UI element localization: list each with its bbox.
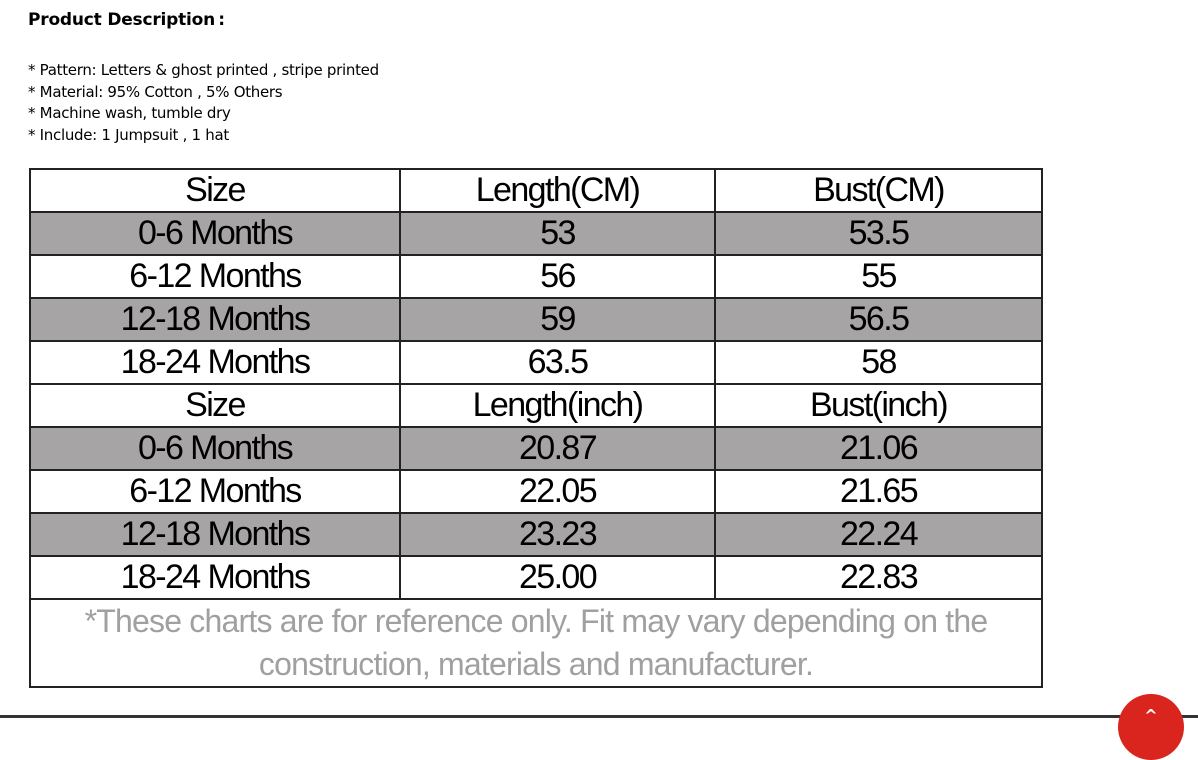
- table-note-row: *These charts are for reference only. Fi…: [29, 598, 1043, 688]
- description-bullet-material: Material: 95% Cotton , 5% Others: [28, 82, 379, 104]
- size-cell: 6-12 Months: [29, 254, 401, 299]
- table-row: 12-18 Months 59 56.5: [29, 297, 1043, 342]
- table-row: 6-12 Months 22.05 21.65: [29, 469, 1043, 514]
- size-cell: 18-24 Months: [29, 555, 401, 600]
- header-cell: Size: [29, 383, 401, 428]
- table-row: 18-24 Months 25.00 22.83: [29, 555, 1043, 600]
- reference-note: *These charts are for reference only. Fi…: [29, 598, 1043, 688]
- table-header-row-inch: Size Length(inch) Bust(inch): [29, 383, 1043, 428]
- length-cell: 25.00: [399, 555, 716, 600]
- table-row: 12-18 Months 23.23 22.24: [29, 512, 1043, 557]
- size-cell: 18-24 Months: [29, 340, 401, 385]
- size-cell: 0-6 Months: [29, 211, 401, 256]
- length-cell: 56: [399, 254, 716, 299]
- bust-cell: 21.06: [714, 426, 1043, 471]
- bust-cell: 58: [714, 340, 1043, 385]
- bust-cell: 55: [714, 254, 1043, 299]
- header-cell: Size: [29, 168, 401, 213]
- table-header-row-cm: Size Length(CM) Bust(CM): [29, 168, 1043, 213]
- size-chart-table: Size Length(CM) Bust(CM) 0-6 Months 53 5…: [29, 168, 1043, 688]
- header-cell: Length(inch): [399, 383, 716, 428]
- length-cell: 63.5: [399, 340, 716, 385]
- size-cell: 12-18 Months: [29, 512, 401, 557]
- size-cell: 12-18 Months: [29, 297, 401, 342]
- table-row: 0-6 Months 20.87 21.06: [29, 426, 1043, 471]
- size-cell: 0-6 Months: [29, 426, 401, 471]
- length-cell: 53: [399, 211, 716, 256]
- table-row: 18-24 Months 63.5 58: [29, 340, 1043, 385]
- chevron-up-icon: ^: [1144, 706, 1158, 725]
- product-description-title: Product Description :: [28, 10, 225, 30]
- description-bullet-care: Machine wash, tumble dry: [28, 103, 379, 125]
- length-cell: 20.87: [399, 426, 716, 471]
- header-cell: Length(CM): [399, 168, 716, 213]
- bust-cell: 22.24: [714, 512, 1043, 557]
- header-cell: Bust(CM): [714, 168, 1043, 213]
- bust-cell: 56.5: [714, 297, 1043, 342]
- bust-cell: 21.65: [714, 469, 1043, 514]
- table-row: 6-12 Months 56 55: [29, 254, 1043, 299]
- header-cell: Bust(inch): [714, 383, 1043, 428]
- bottom-divider: [0, 715, 1198, 718]
- size-cell: 6-12 Months: [29, 469, 401, 514]
- length-cell: 59: [399, 297, 716, 342]
- table-row: 0-6 Months 53 53.5: [29, 211, 1043, 256]
- scroll-to-top-button[interactable]: ^: [1118, 694, 1184, 760]
- length-cell: 22.05: [399, 469, 716, 514]
- description-bullet-pattern: Pattern: Letters & ghost printed , strip…: [28, 60, 379, 82]
- product-description-list: Pattern: Letters & ghost printed , strip…: [28, 60, 379, 146]
- length-cell: 23.23: [399, 512, 716, 557]
- bust-cell: 53.5: [714, 211, 1043, 256]
- description-bullet-include: Include: 1 Jumpsuit , 1 hat: [28, 125, 379, 147]
- bust-cell: 22.83: [714, 555, 1043, 600]
